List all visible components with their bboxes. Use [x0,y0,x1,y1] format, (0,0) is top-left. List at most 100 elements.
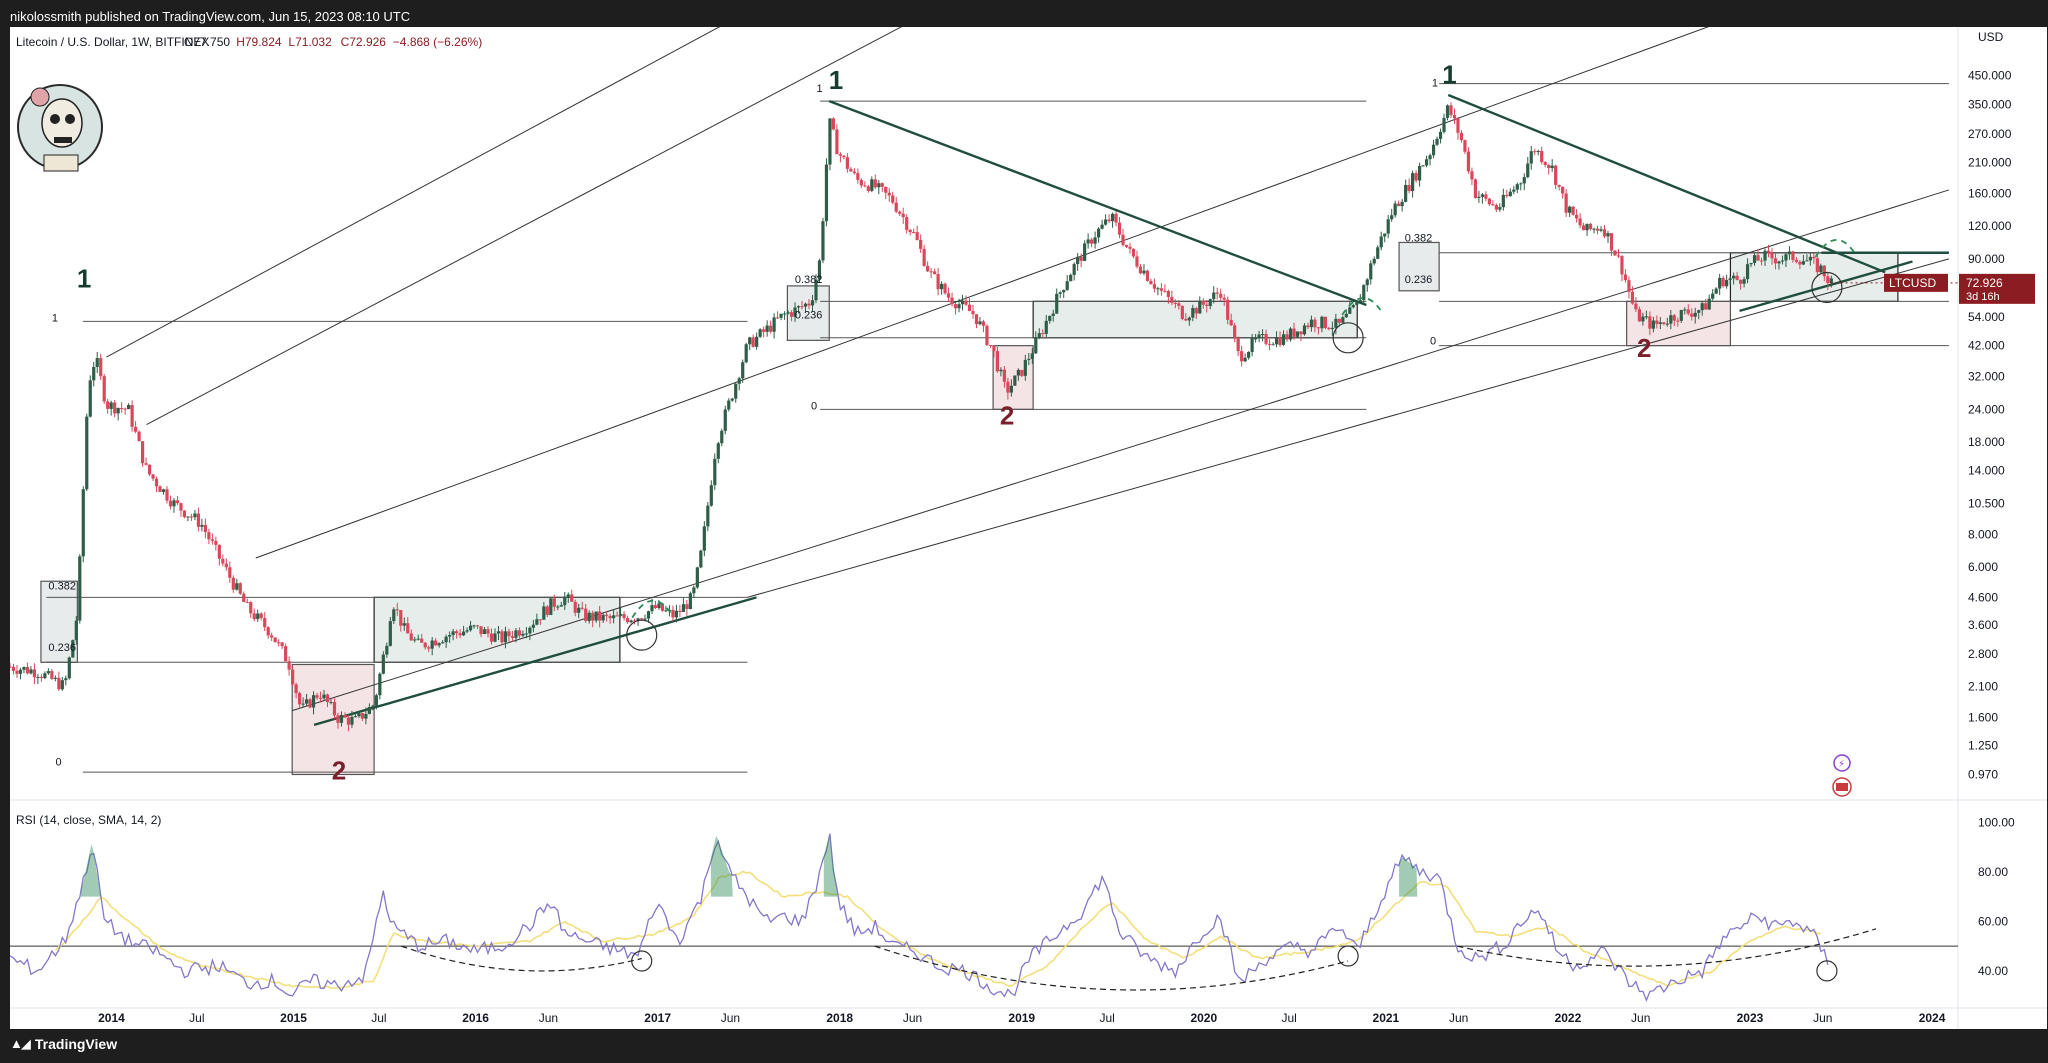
candle-body [831,118,836,130]
candle-body [116,407,120,414]
footer-brand[interactable]: ▲◢ TradingView [10,1036,117,1052]
candle-body [193,513,197,518]
price-tick-label: 54.000 [1968,310,2005,324]
candle-body [1264,334,1268,344]
candle-body [252,613,256,620]
candle-body [1062,289,1066,293]
candle-body [538,619,542,621]
candle-body [294,684,298,694]
candle-body [1766,250,1771,253]
price-tick-label: 24.000 [1968,402,2005,416]
candle-body [1508,191,1512,197]
candle-body [43,673,47,678]
ribcage-icon [43,154,79,172]
candle-body [716,443,720,459]
candle-body [1445,105,1450,118]
candle-body [1372,258,1376,264]
candle-body [371,705,375,708]
candle-body [413,639,417,641]
candle-body [577,607,581,613]
candle-body [1470,171,1474,180]
candle-body [524,633,528,635]
candle-body [776,317,780,319]
candle-body [1079,256,1083,261]
candle-body [514,630,518,638]
candle-body [1627,280,1631,292]
flower-icon [30,87,50,107]
candle-body [1086,239,1090,244]
candle-body [1208,299,1212,306]
candle-body [1114,213,1118,223]
candle-body [657,603,661,609]
breakout-arc [1341,297,1382,316]
candle-body [741,362,745,379]
candle-body [709,485,713,506]
candle-body [1226,299,1230,320]
rsi-touch-circle [631,950,653,972]
candle-body [1302,325,1307,335]
candle-body [594,611,598,621]
candle-body [503,631,508,643]
candle-body [1606,233,1610,237]
candle-body [908,229,912,233]
candle-body [1787,251,1792,255]
time-tick-label: Jul [189,1011,204,1025]
candle-body [1700,303,1704,311]
candle-body [207,532,211,540]
candle-body [1529,151,1533,164]
candle-body [1076,256,1080,265]
candle-body [1784,254,1788,261]
price-tick-label: 270.000 [1968,127,2012,141]
candle-body [1543,162,1547,166]
candle-body [74,620,78,641]
candle-body [287,661,291,670]
candle-body [1690,313,1694,317]
candle-body [1334,318,1338,328]
candle-body [587,612,591,621]
candle-body [1152,284,1157,289]
candle-body [1424,159,1429,166]
candle-body [1411,173,1415,192]
plot-area[interactable]: 0.382 0.236 0.382 0.236 0.382 0.236 1 0 1 0 1 0 1 2 1 2… [8,0,2047,1029]
lightning-event-icon[interactable] [1833,754,1851,772]
candle-body [441,642,445,644]
candle-body [978,321,982,325]
candle-body [1397,203,1401,207]
candle-body [598,611,602,621]
candle-body [1163,290,1167,292]
candle-body [130,405,134,427]
candle-body [1117,222,1122,235]
candle-body [297,693,302,705]
rsi-tick-label: 60.00 [1978,914,2008,928]
candle-body [601,614,605,621]
candle-body [535,619,539,625]
candle-body [291,669,295,685]
ohlc-close-value: C72.926 [341,35,387,49]
channel-line [255,0,1783,559]
candle-body [1386,219,1390,234]
candle-body [608,615,612,619]
candle-body [88,380,92,417]
candle-body [1236,337,1240,352]
candle-body [1135,256,1139,267]
candle-body [507,631,511,637]
candle-body [172,500,176,507]
candle-body [765,325,769,332]
chart-svg[interactable]: 0.3820.2360.3820.2360.3820.2361010101212… [8,0,2047,1029]
candle-body [1798,261,1802,265]
breakout-arc [1814,239,1856,258]
candle-body [730,398,734,401]
candle-body [891,195,895,203]
price-tick-label: 32.000 [1968,370,2005,384]
last-price-label: 72.926 [1966,276,2003,290]
trend-line [1447,93,1886,274]
candle-body [1233,325,1237,338]
candle-body [1487,198,1491,205]
candle-body [852,171,856,174]
candle-body [584,608,588,621]
zone-box [1398,241,1440,292]
candle-body [782,313,787,315]
candle-body [800,306,804,308]
candle-body [702,526,706,551]
candle-body [479,626,483,634]
